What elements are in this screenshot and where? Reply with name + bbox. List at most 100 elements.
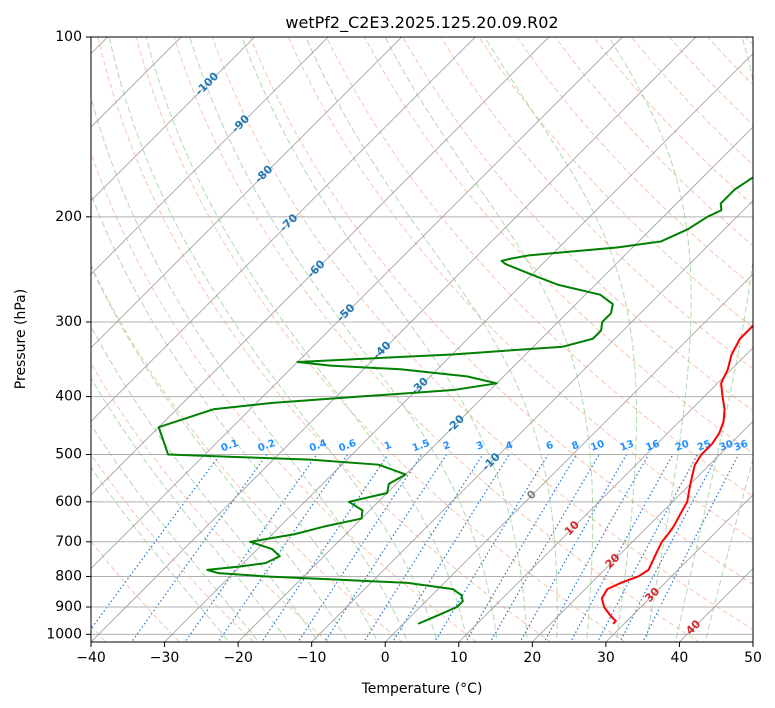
dry-adiabat: [249, 37, 753, 585]
x-tick-label: 10: [450, 650, 468, 666]
moist-adiabat: [91, 466, 230, 642]
mixing-ratio-label: 2: [442, 440, 452, 453]
y-tick-label: 800: [55, 568, 82, 584]
dry-adiabat: [91, 362, 329, 642]
dry-adiabat: [744, 37, 753, 46]
isotherm-gridline: [91, 37, 329, 275]
dry-adiabat: [287, 37, 753, 541]
isotherm-gridline: [458, 347, 753, 642]
y-axis: 100 200 300 400 500 600 700 800 900 1000: [46, 29, 91, 642]
mixing-ratio-line: [91, 454, 221, 630]
dry-adiabat: [402, 37, 753, 412]
dry-adiabat: [516, 37, 753, 287]
isotherm-grid: [91, 37, 753, 642]
x-tick-label: −10: [297, 650, 327, 666]
mixing-ratio-lines: [91, 454, 740, 642]
y-tick-label: 300: [55, 314, 82, 330]
mixing-ratio-label: 30: [718, 439, 735, 454]
isotherm-gridline: [679, 567, 753, 642]
isobar-grid: [91, 37, 753, 635]
y-axis-label: Pressure (hPa): [13, 289, 29, 389]
mixing-ratio-label: 20: [674, 439, 691, 454]
y-tick-label: 900: [55, 599, 82, 615]
isotherm-gridline: [752, 641, 753, 642]
mixing-ratio-line: [297, 454, 423, 642]
x-axis-label: Temperature (°C): [361, 681, 483, 697]
mixing-ratio-label: 10: [589, 439, 606, 454]
mixing-ratio-label: 13: [619, 439, 636, 454]
y-tick-label: 1000: [46, 626, 82, 642]
x-tick-label: 20: [523, 650, 541, 666]
dry-adiabat: [135, 37, 626, 642]
moist-adiabat: [241, 37, 528, 642]
dry-adiabat: [668, 37, 753, 126]
isotherm-gridline: [237, 126, 753, 642]
mixing-ratio-line: [465, 454, 578, 642]
dry-adiabat: [364, 37, 753, 454]
y-tick-label: 600: [55, 494, 82, 510]
x-tick-label: 50: [744, 650, 762, 666]
mixing-ratio-label: 1: [383, 440, 393, 453]
dry-adiabats: [91, 24, 775, 647]
mixing-ratio-line: [261, 454, 389, 642]
dry-adiabat: [91, 540, 181, 642]
moist-adiabat: [91, 265, 349, 642]
dewpoint-profile: [157, 176, 753, 625]
mixing-ratio-label: 4: [504, 440, 514, 453]
isotherm-gridline: [91, 37, 476, 423]
moist-adiabat: [305, 37, 558, 642]
x-tick-label: −20: [223, 650, 253, 666]
moist-adiabat: [484, 37, 638, 642]
plot-frame: [90, 36, 754, 643]
mixing-ratio-line: [570, 454, 674, 642]
x-tick-label: 40: [671, 650, 689, 666]
mixing-ratio-line: [130, 454, 268, 642]
chart-title: wetPf2_C2E3.2025.125.20.09.R02: [285, 13, 558, 33]
dry-adiabat: [325, 37, 753, 497]
plot-area: -100-90-80-70-60-50-40-30-20-10010203040…: [91, 24, 775, 647]
mixing-ratio-line: [324, 454, 448, 642]
mixing-ratio-line: [363, 454, 484, 642]
mixing-ratio-label: 25: [696, 439, 713, 454]
dry-adiabat: [173, 37, 700, 642]
mixing-ratio-line: [392, 454, 510, 642]
dry-adiabat: [554, 37, 753, 247]
moist-adiabat: [91, 325, 319, 642]
x-tick-label: 30: [597, 650, 615, 666]
isotherm-gridline: [91, 37, 403, 349]
moist-adiabat: [91, 423, 260, 642]
moist-adiabat: [108, 37, 439, 642]
mixing-ratio-line: [184, 454, 318, 642]
mixing-ratio-line: [596, 454, 699, 642]
mixing-ratio-line: [619, 454, 719, 642]
x-tick-label: 0: [381, 650, 390, 666]
moist-adiabat: [145, 37, 468, 642]
y-tick-label: 400: [55, 389, 82, 405]
dry-adiabat: [771, 24, 775, 647]
mixing-ratio-label: 6: [545, 440, 555, 453]
y-tick-label: 100: [55, 29, 82, 45]
isotherm-gridline: [384, 273, 753, 642]
dry-adiabat: [211, 37, 753, 631]
mixing-ratio-label: 16: [644, 439, 661, 454]
mixing-ratio-label: 3: [475, 440, 485, 453]
moist-adiabat: [384, 37, 594, 642]
y-tick-label: 200: [55, 209, 82, 225]
isotherm-gridline: [91, 37, 697, 642]
moist-adiabat: [91, 377, 289, 642]
mixing-ratio-label: 0.1: [220, 438, 240, 454]
temperature-profile: [600, 324, 753, 625]
mixing-ratio-label: 8: [570, 440, 580, 453]
dry-adiabat: [91, 264, 404, 642]
isotherm-gridline: [91, 37, 550, 496]
x-tick-label: −30: [150, 650, 180, 666]
mixing-ratio-label: 0.4: [308, 438, 328, 454]
dry-adiabat: [91, 453, 255, 642]
moist-adiabat: [91, 192, 379, 642]
moist-adiabats: [91, 37, 753, 642]
isotherm-gridline: [91, 37, 623, 570]
y-tick-label: 700: [55, 534, 82, 550]
dry-adiabat: [478, 37, 753, 329]
